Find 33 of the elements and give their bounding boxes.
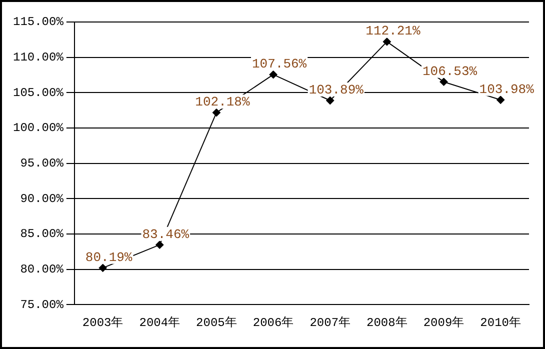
y-tick-label: 95.00% [20, 156, 64, 170]
point [326, 96, 334, 104]
point [212, 108, 220, 117]
x-tick-label: 2005年 [196, 316, 237, 330]
y-tick-label: 115.00% [12, 15, 64, 30]
x-tick-label: 2003年 [82, 316, 124, 330]
data-label: 103.89% [308, 82, 364, 98]
point [269, 70, 278, 79]
data-label: 102.18% [195, 94, 250, 110]
x-tick-label: 2009年 [423, 316, 464, 330]
point [496, 96, 505, 104]
x-tick-label: 2004年 [139, 316, 180, 330]
y-tick-label: 105.00% [12, 86, 64, 100]
x-tick-label: 2008年 [366, 316, 408, 330]
x-tick-label: 2010年 [480, 316, 521, 330]
data-label: 112.21% [366, 24, 420, 39]
data-label: 83.46% [142, 226, 190, 242]
y-tick-label: 80.00% [20, 262, 64, 276]
y-tick-label: 100.00% [12, 121, 64, 136]
y-tick-label: 110.00% [12, 50, 64, 64]
y-tick-label: 90.00% [20, 192, 64, 206]
x-tick-label: 2007年 [310, 316, 351, 330]
data-label: 103.98% [479, 82, 534, 97]
point [156, 240, 164, 249]
point [382, 38, 391, 46]
point [440, 78, 448, 86]
x-tick-label: 2006年 [252, 316, 294, 330]
y-tick-label: 85.00% [20, 227, 64, 242]
data-label: 80.19% [85, 250, 132, 265]
y-tick-label: 75.00% [20, 298, 64, 312]
data-label: 106.53% [422, 64, 478, 79]
point [98, 264, 107, 272]
data-label: 107.56% [252, 56, 307, 72]
